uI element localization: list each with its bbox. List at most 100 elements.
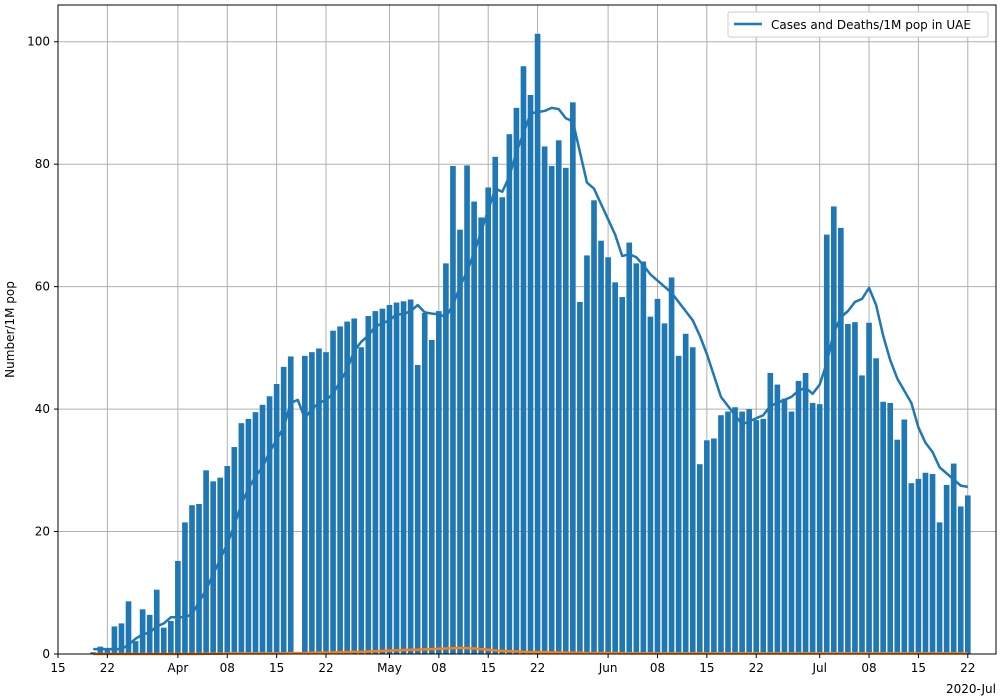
case-bar: [323, 352, 329, 654]
case-bar: [555, 140, 562, 655]
x-tick-label: 22: [530, 661, 545, 675]
case-bar: [725, 411, 731, 654]
x-tick-label: 15: [699, 661, 714, 675]
y-tick-label: 100: [27, 35, 50, 49]
case-bar: [189, 505, 195, 654]
case-bar: [774, 384, 781, 654]
case-bar: [802, 372, 809, 654]
case-bar: [689, 347, 696, 654]
x-tick-label: Apr: [168, 661, 189, 675]
case-bar: [464, 165, 470, 654]
case-bar: [351, 318, 358, 654]
case-bar: [160, 627, 167, 654]
case-bar: [499, 197, 506, 654]
case-bar: [767, 372, 774, 654]
case-bar: [280, 366, 287, 654]
case-bar: [584, 255, 590, 655]
case-bar: [633, 263, 640, 654]
case-bar: [711, 438, 717, 654]
case-bar: [598, 240, 604, 655]
case-bar: [287, 356, 294, 654]
case-bar: [534, 33, 541, 654]
case-bar: [838, 227, 844, 655]
case-bar: [605, 257, 611, 654]
case-bar: [661, 323, 668, 654]
case-bar: [175, 560, 181, 654]
case-bar: [746, 409, 752, 654]
case-bar: [527, 95, 534, 655]
case-bar: [302, 355, 308, 654]
case-bar: [577, 301, 583, 654]
case-bar: [400, 301, 407, 654]
case-bar: [457, 229, 463, 655]
case-bar: [570, 102, 576, 655]
x-tick-label: May: [377, 661, 402, 675]
case-bar: [964, 495, 971, 654]
case-bar: [372, 311, 379, 654]
x-tick-label: 15: [911, 661, 926, 675]
y-tick-label: 80: [35, 157, 50, 171]
x-tick-label: 22: [960, 661, 975, 675]
x-tick-label: 15: [481, 661, 496, 675]
case-bar: [753, 420, 760, 654]
case-bar: [203, 470, 209, 654]
case-bar: [259, 404, 266, 654]
case-bar: [492, 156, 499, 655]
y-tick-label: 40: [35, 402, 50, 416]
case-bar: [880, 401, 886, 654]
x-tick-label: Jul: [811, 661, 826, 675]
case-bar: [760, 418, 767, 654]
cases-rolling-avg-line: [93, 106, 969, 651]
case-bar: [245, 418, 252, 654]
case-bar: [104, 649, 111, 654]
case-bar: [943, 485, 950, 654]
case-bar: [443, 263, 449, 654]
case-bar: [217, 477, 224, 654]
case-bar: [859, 375, 865, 654]
case-bar: [344, 321, 350, 654]
legend-label: Cases and Deaths/1M pop in UAE: [771, 18, 971, 32]
case-bar: [922, 472, 929, 654]
case-bar: [365, 316, 372, 654]
x-tick-label: 08: [431, 661, 446, 675]
case-bar: [682, 333, 689, 654]
x-tick-label: 15: [50, 661, 65, 675]
case-bar: [548, 166, 555, 655]
case-bar: [654, 298, 661, 654]
y-tick-label: 20: [35, 525, 50, 539]
case-bar: [830, 206, 837, 654]
case-bar: [450, 166, 456, 655]
case-bar: [478, 217, 484, 654]
case-bar: [612, 282, 618, 654]
x-tick-label: 08: [220, 661, 235, 675]
case-bar: [125, 601, 132, 654]
case-bar: [316, 348, 322, 654]
case-bar: [266, 396, 273, 654]
case-bar: [252, 412, 259, 654]
case-bar: [696, 464, 703, 654]
case-bar: [428, 339, 435, 654]
case-bar: [224, 466, 231, 654]
case-bar: [739, 411, 745, 654]
case-bar: [845, 323, 851, 654]
axis-ticks: 15 22 Apr 08 15 22 May 08 15 22 Jun 08 15 22 Jul 08 15 22…: [27, 35, 975, 675]
case-bar: [626, 242, 633, 655]
case-bar: [873, 358, 879, 654]
case-bar: [704, 440, 710, 654]
case-bar: [231, 447, 238, 654]
case-bar: [309, 352, 315, 654]
case-bar: [781, 398, 788, 654]
case-bar: [238, 423, 245, 654]
case-bar: [866, 322, 872, 654]
x-tick-label: Jun: [598, 661, 618, 675]
case-bar: [168, 620, 174, 654]
case-bar: [471, 201, 477, 654]
case-bar: [562, 167, 569, 655]
case-bar: [182, 522, 188, 654]
y-axis-label: Number/1M pop: [3, 281, 17, 378]
case-bar: [414, 365, 421, 654]
case-bar: [132, 641, 139, 654]
case-bar: [591, 200, 597, 655]
case-bar: [520, 66, 527, 654]
